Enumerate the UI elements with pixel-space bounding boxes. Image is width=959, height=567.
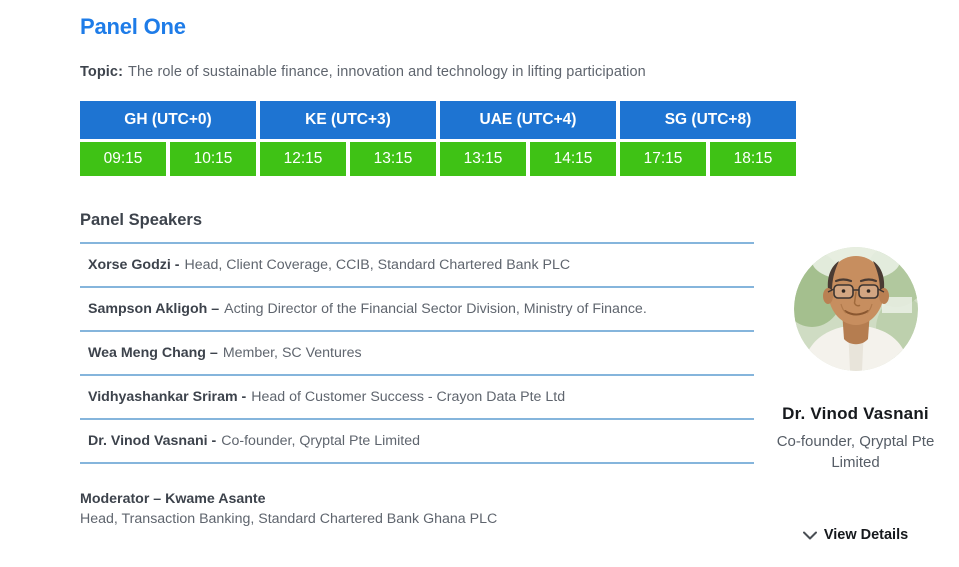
- page-title: Panel One: [80, 14, 186, 39]
- speaker-role: Member, SC Ventures: [222, 345, 362, 361]
- schedule-time-cell: 09:15: [80, 142, 166, 176]
- schedule-time-cell: 10:15: [170, 142, 256, 176]
- view-details-label: View Details: [823, 527, 909, 543]
- profile-name: Dr. Vinod Vasnani: [782, 404, 929, 423]
- speaker-name: Vidhyashankar Sriram -: [88, 389, 247, 405]
- topic-label: Topic:: [80, 64, 124, 80]
- speaker-row-sampson-akligoh: Sampson Akligoh – Acting Director of the…: [80, 288, 754, 332]
- schedule-times-row: 09:15 10:15 12:15 13:15 13:15 14:15 17:1…: [80, 142, 796, 176]
- speaker-role: Acting Director of the Financial Sector …: [224, 301, 647, 317]
- speaker-name: Dr. Vinod Vasnani -: [88, 433, 217, 449]
- speaker-photo: [793, 247, 918, 371]
- speaker-role: Head, Client Coverage, CCIB, Standard Ch…: [184, 257, 571, 273]
- speakers-list: Xorse Godzi - Head, Client Coverage, CCI…: [80, 242, 754, 464]
- schedule-time-cell: 13:15: [350, 142, 436, 176]
- schedule-header-ke: KE (UTC+3): [260, 101, 436, 139]
- speaker-name: Xorse Godzi -: [88, 257, 180, 273]
- schedule-table: GH (UTC+0) KE (UTC+3) UAE (UTC+4) SG (UT…: [76, 98, 800, 179]
- topic-line: Topic: The role of sustainable finance, i…: [80, 64, 804, 80]
- schedule-time-cell: 18:15: [710, 142, 796, 176]
- speaker-profile-card: Dr. Vinod Vasnani Co-founder, Qryptal Pt…: [768, 247, 943, 543]
- schedule-time-cell: 12:15: [260, 142, 346, 176]
- schedule-header-row: GH (UTC+0) KE (UTC+3) UAE (UTC+4) SG (UT…: [80, 101, 796, 139]
- topic-text: The role of sustainable finance, innovat…: [128, 64, 646, 80]
- speaker-portrait-illustration: [793, 247, 918, 371]
- panel-speakers-heading: Panel Speakers: [80, 211, 202, 229]
- view-details-toggle[interactable]: View Details: [768, 527, 943, 543]
- moderator-role: Head, Transaction Banking, Standard Char…: [80, 510, 498, 527]
- schedule-time-cell: 14:15: [530, 142, 616, 176]
- speaker-name: Wea Meng Chang –: [88, 345, 218, 361]
- speaker-role: Co-founder, Qryptal Pte Limited: [221, 433, 420, 449]
- speaker-row-xorse-godzi: Xorse Godzi - Head, Client Coverage, CCI…: [80, 244, 754, 288]
- speaker-row-wea-meng-chang: Wea Meng Chang – Member, SC Ventures: [80, 332, 754, 376]
- speaker-row-vidhyashankar-sriram: Vidhyashankar Sriram - Head of Customer …: [80, 376, 754, 420]
- schedule-time-cell: 13:15: [440, 142, 526, 176]
- schedule-time-cell: 17:15: [620, 142, 706, 176]
- profile-role: Co-founder, Qryptal Pte Limited: [776, 433, 935, 471]
- moderator-block: Moderator – Kwame Asante Head, Transacti…: [80, 490, 804, 529]
- speaker-role: Head of Customer Success - Crayon Data P…: [251, 389, 566, 405]
- panel-details-column: Panel One Topic: The role of sustainable …: [80, 14, 804, 529]
- speaker-row-vinod-vasnani: Dr. Vinod Vasnani - Co-founder, Qryptal …: [80, 420, 754, 464]
- moderator-name: Moderator – Kwame Asante: [80, 491, 266, 507]
- schedule-header-gh: GH (UTC+0): [80, 101, 256, 139]
- chevron-down-icon: [802, 531, 817, 539]
- schedule-header-sg: SG (UTC+8): [620, 101, 796, 139]
- schedule-header-uae: UAE (UTC+4): [440, 101, 616, 139]
- speaker-name: Sampson Akligoh –: [88, 301, 220, 317]
